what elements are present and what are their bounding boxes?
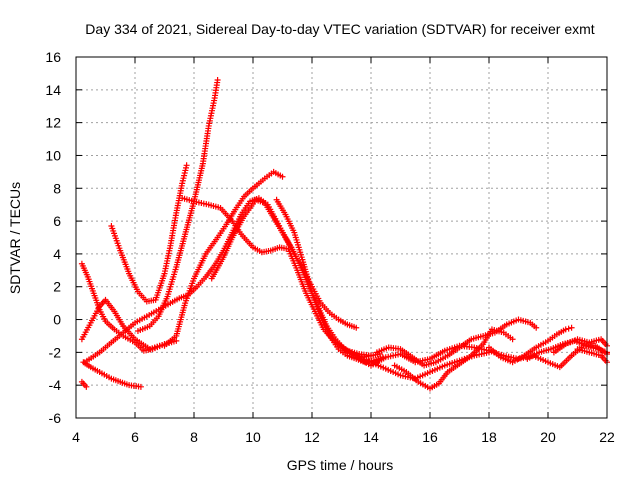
y-tick-label: -6: [49, 410, 62, 426]
x-tick-label: 16: [422, 429, 438, 445]
y-tick-label: 12: [45, 115, 61, 131]
y-tick-label: 4: [53, 246, 61, 262]
series-sat-r: [550, 336, 610, 356]
data-point: [565, 325, 572, 332]
chart-title: Day 334 of 2021, Sidereal Day-to-day VTE…: [85, 21, 594, 37]
data-point: [368, 352, 374, 359]
series-sat-n: [391, 326, 516, 392]
series-sat-f: [108, 162, 190, 305]
series-sat-d: [78, 378, 90, 390]
x-tick-label: 6: [131, 429, 139, 445]
x-tick-label: 12: [304, 429, 320, 445]
y-tick-label: 14: [45, 82, 61, 98]
x-tick-label: 10: [245, 429, 261, 445]
x-tick-label: 20: [540, 429, 556, 445]
y-tick-label: 8: [53, 180, 61, 196]
axis-ticks: 4 6 8 10 12 14 16 18 20 22 -6 -4 -2 0 2 4 6 8 10 12 14 16: [45, 49, 615, 445]
x-tick-label: 14: [363, 429, 379, 445]
series-sat-g: [134, 76, 221, 335]
series-sat-k: [273, 196, 386, 366]
data-point: [279, 173, 286, 180]
y-tick-label: 0: [53, 312, 61, 328]
x-tick-label: 18: [481, 429, 497, 445]
y-tick-label: 6: [53, 213, 61, 229]
data-point: [83, 383, 90, 390]
data-point: [183, 162, 190, 169]
y-tick-label: -4: [49, 377, 62, 393]
data-point: [214, 76, 221, 83]
data-point: [533, 324, 540, 331]
x-axis-label: GPS time / hours: [287, 457, 394, 473]
series-sat-p: [486, 324, 575, 366]
series-sat-b: [78, 260, 168, 354]
x-tick-label: 8: [190, 429, 198, 445]
x-tick-label: 4: [72, 429, 80, 445]
y-axis-label: SDTVAR / TECUs: [7, 182, 23, 294]
y-tick-label: -2: [49, 344, 62, 360]
plot-frame: [75, 56, 608, 419]
data-point: [137, 383, 144, 390]
x-tick-label: 22: [599, 429, 615, 445]
series-layer: [78, 76, 610, 392]
data-point: [509, 336, 516, 343]
series-sat-s: [574, 346, 610, 366]
data-point: [568, 324, 575, 331]
y-tick-label: 2: [53, 279, 61, 295]
data-point: [353, 324, 360, 331]
data-point: [562, 326, 569, 333]
y-tick-label: 10: [45, 147, 61, 163]
y-tick-label: 16: [45, 49, 61, 65]
